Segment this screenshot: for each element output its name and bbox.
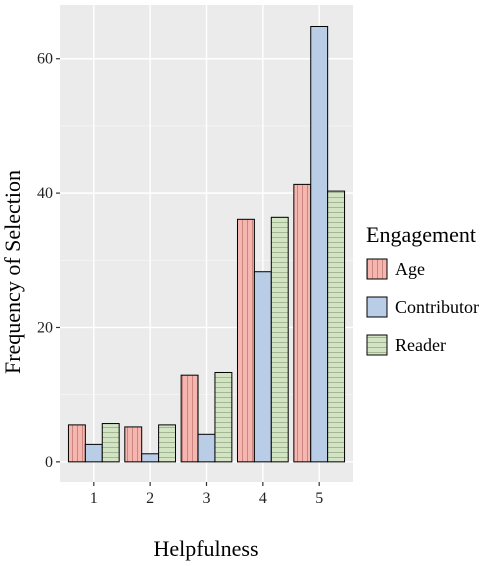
bar-reader-1 xyxy=(101,423,120,463)
y-tick-label: 20 xyxy=(37,319,53,336)
legend: Engagement Age Contributor Reader xyxy=(366,222,479,356)
bar-contributor-5 xyxy=(310,25,329,463)
bar-age-4 xyxy=(236,218,255,463)
y-axis-title: Frequency of Selection xyxy=(0,170,25,374)
bar-contributor-3 xyxy=(197,433,216,463)
bar-reader-4 xyxy=(270,216,289,463)
bar-reader-2 xyxy=(158,424,177,463)
x-tick-label: 3 xyxy=(203,490,211,507)
y-tick-label: 40 xyxy=(37,185,53,202)
legend-label-contributor: Contributor xyxy=(395,297,479,317)
y-tick-label: 0 xyxy=(45,454,53,471)
y-tick-label: 60 xyxy=(37,51,53,68)
bar-age-2 xyxy=(124,426,143,463)
x-axis-title: Helpfulness xyxy=(153,536,258,561)
bar-contributor-4 xyxy=(253,271,272,463)
bar-age-1 xyxy=(67,424,86,463)
x-tick-label: 5 xyxy=(315,490,323,507)
legend-key-reader xyxy=(366,334,388,356)
x-tick-label: 2 xyxy=(146,490,154,507)
x-tick-label: 1 xyxy=(90,490,98,507)
legend-key-contributor xyxy=(366,296,388,318)
legend-label-age: Age xyxy=(395,259,425,279)
bar-age-3 xyxy=(180,374,199,463)
axes: 0 20 40 60 1 2 3 4 5 xyxy=(37,51,323,507)
bar-contributor-2 xyxy=(141,453,160,463)
bars xyxy=(67,25,346,463)
legend-label-reader: Reader xyxy=(395,335,446,355)
legend-title: Engagement xyxy=(366,222,476,247)
bar-contributor-1 xyxy=(84,443,103,463)
bar-reader-5 xyxy=(327,190,346,463)
bar-reader-3 xyxy=(214,371,233,463)
x-tick-label: 4 xyxy=(259,490,267,507)
legend-key-age xyxy=(366,258,388,280)
bar-age-5 xyxy=(293,183,312,463)
